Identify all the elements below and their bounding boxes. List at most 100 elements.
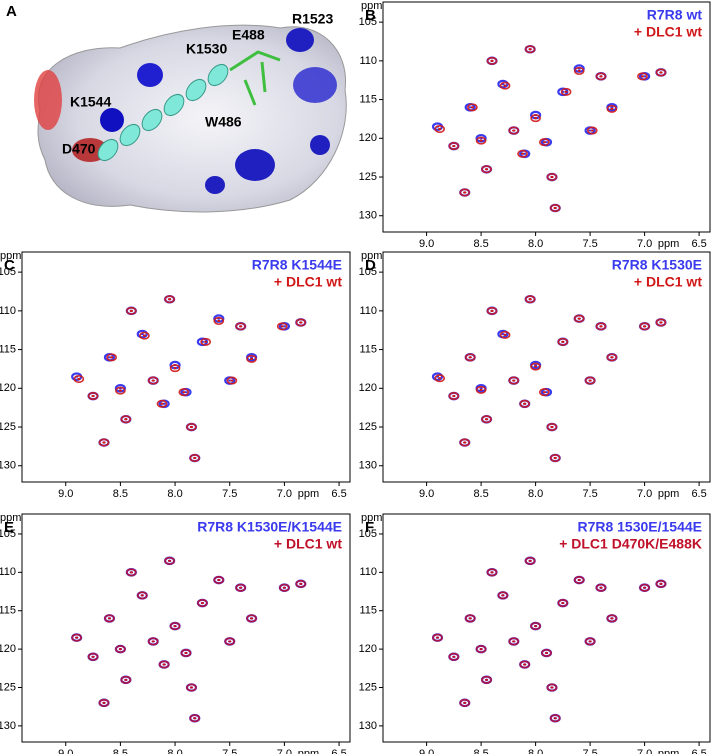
peak	[475, 385, 487, 394]
y-axis-label: ppm	[361, 0, 382, 12]
peak	[213, 576, 225, 585]
peak-core	[168, 298, 172, 301]
peak-core	[528, 559, 532, 562]
helix	[97, 63, 229, 162]
peak-core	[610, 107, 614, 110]
peak-core	[91, 655, 95, 658]
y-axis-label: ppm	[0, 250, 21, 262]
y-tick-label: 110	[359, 305, 377, 317]
residue-label: D470	[62, 141, 96, 157]
peak-core	[282, 586, 286, 589]
x-tick-label: 7.5	[222, 488, 237, 500]
peak-core	[542, 141, 546, 144]
x-axis-label: ppm	[658, 748, 679, 754]
basic-patch	[235, 149, 275, 181]
peak	[73, 375, 85, 384]
y-tick-label: 115	[359, 605, 377, 617]
peak	[164, 556, 175, 565]
peak	[98, 698, 110, 707]
peak-core	[490, 571, 494, 574]
peak	[549, 203, 561, 212]
peak-core	[550, 425, 554, 429]
peak-core	[124, 418, 128, 421]
peak	[595, 322, 607, 331]
x-axis-label: ppm	[658, 488, 679, 500]
y-tick-label: 105	[359, 16, 377, 28]
x-tick-label: 8.0	[528, 748, 543, 754]
peak-core	[520, 152, 525, 155]
peak	[164, 295, 175, 304]
y-tick-label: 110	[359, 55, 377, 67]
peak-core	[610, 106, 614, 109]
peak-core	[189, 425, 194, 429]
peak	[560, 87, 572, 96]
x-tick-label: 9.0	[419, 238, 434, 250]
peak	[459, 438, 471, 447]
peak-core	[643, 586, 647, 589]
peak	[147, 376, 159, 385]
peak-core	[553, 717, 557, 720]
peak-core	[512, 129, 516, 132]
y-tick-label: 125	[0, 681, 16, 693]
side-chains	[229, 50, 281, 106]
peak-core	[107, 617, 112, 620]
peak-core	[110, 356, 114, 359]
peak	[595, 72, 607, 81]
peak	[541, 648, 552, 657]
panel-label: A	[6, 3, 17, 20]
x-tick-label: 8.5	[473, 488, 488, 500]
peak	[546, 423, 558, 432]
peak-core	[484, 168, 489, 171]
peak	[584, 637, 596, 646]
peak-core	[503, 333, 507, 336]
peak-core	[484, 418, 489, 421]
peak	[434, 125, 445, 134]
peak	[106, 353, 117, 362]
y-tick-label: 130	[359, 720, 377, 732]
peak	[459, 698, 471, 707]
peak	[136, 329, 148, 339]
peak	[136, 591, 148, 600]
basic-patch	[100, 108, 124, 132]
peak-core	[470, 106, 474, 109]
y-tick-label: 120	[359, 643, 377, 655]
y-axis-label: ppm	[361, 250, 382, 262]
peak-core	[193, 717, 197, 720]
x-tick-label: 7.0	[637, 748, 652, 754]
peak-core	[438, 377, 442, 380]
peak	[497, 591, 509, 600]
peak-core	[534, 624, 538, 628]
peak	[481, 415, 492, 424]
basic-patch	[137, 63, 163, 87]
peak	[655, 68, 667, 77]
peak	[584, 376, 596, 385]
panel-label: B	[365, 7, 376, 24]
peak-core	[659, 71, 663, 74]
residue-label: W486	[205, 114, 242, 130]
x-tick-label: 8.5	[473, 238, 488, 250]
peak	[557, 337, 569, 346]
peak-core	[553, 206, 557, 210]
plot-frame	[382, 1, 711, 233]
peak	[499, 330, 511, 339]
peak	[546, 173, 558, 182]
y-tick-label: 120	[359, 382, 377, 394]
peak-core	[599, 75, 603, 78]
peak-core	[228, 640, 232, 643]
peak-core	[282, 325, 286, 328]
x-tick-label: 7.0	[277, 748, 292, 754]
peak	[197, 599, 208, 608]
peak	[115, 386, 126, 395]
basic-patch	[286, 28, 314, 52]
y-tick-label: 130	[359, 460, 377, 472]
peak	[655, 318, 667, 327]
plot-frame	[21, 251, 351, 483]
peak	[120, 675, 132, 684]
peak	[224, 637, 236, 646]
peak-core	[75, 636, 79, 639]
structure-panel: A E488 R1523 K1530 K1544 W486 D470	[6, 3, 347, 213]
peak-core	[463, 701, 467, 704]
